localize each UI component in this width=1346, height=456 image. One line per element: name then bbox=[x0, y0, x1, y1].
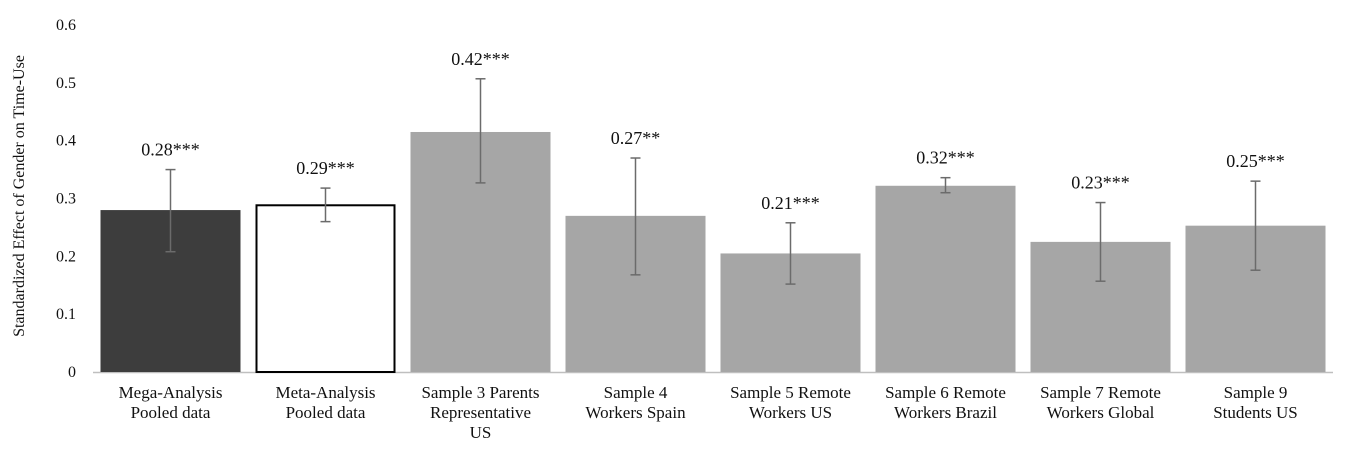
y-tick-label: 0 bbox=[68, 364, 76, 381]
error-bar bbox=[475, 78, 486, 184]
data-label: 0.28*** bbox=[141, 140, 200, 160]
x-tick-label: Workers Spain bbox=[585, 403, 686, 422]
error-bar bbox=[940, 176, 951, 194]
error-bar bbox=[785, 222, 796, 285]
x-tick-label: Mega-Analysis bbox=[119, 383, 223, 402]
data-label: 0.25*** bbox=[1226, 151, 1285, 171]
data-label: 0.21*** bbox=[761, 193, 820, 213]
bars bbox=[100, 78, 1326, 373]
x-tick-label: Meta-Analysis bbox=[275, 383, 375, 402]
x-tick-label: Sample 3 Parents bbox=[421, 383, 539, 402]
error-bar bbox=[630, 157, 641, 276]
x-tick-label: US bbox=[470, 423, 492, 442]
data-label: 0.32*** bbox=[916, 148, 975, 168]
x-tick-label: Sample 5 Remote bbox=[730, 383, 851, 402]
y-tick-label: 0.2 bbox=[56, 248, 76, 265]
bar bbox=[875, 185, 1016, 372]
x-tick-label: Sample 7 Remote bbox=[1040, 383, 1161, 402]
data-label: 0.27** bbox=[611, 128, 661, 148]
y-tick-label: 0.4 bbox=[56, 133, 76, 150]
y-axis-title: Standardized Effect of Gender on Time-Us… bbox=[11, 55, 28, 337]
y-tick-label: 0.5 bbox=[56, 75, 76, 92]
x-tick-label: Sample 9 bbox=[1224, 383, 1288, 402]
x-tick-label: Workers US bbox=[749, 403, 832, 422]
error-bar bbox=[1250, 180, 1261, 271]
data-label: 0.42*** bbox=[451, 49, 510, 69]
error-bar bbox=[1095, 201, 1106, 282]
error-bar bbox=[165, 168, 176, 253]
x-tick-label: Representative bbox=[430, 403, 531, 422]
x-tick-label: Students US bbox=[1213, 403, 1298, 422]
x-tick-label: Pooled data bbox=[286, 403, 366, 422]
y-tick-label: 0.3 bbox=[56, 191, 76, 208]
x-tick-label: Sample 6 Remote bbox=[885, 383, 1006, 402]
data-label: 0.29*** bbox=[296, 158, 355, 178]
data-label: 0.23*** bbox=[1071, 173, 1130, 193]
error-bar bbox=[320, 187, 331, 223]
x-tick-label: Workers Brazil bbox=[894, 403, 997, 422]
x-tick-label: Sample 4 bbox=[604, 383, 668, 402]
y-tick-label: 0.1 bbox=[56, 306, 76, 323]
x-tick-label: Workers Global bbox=[1047, 403, 1155, 422]
x-tick-label: Pooled data bbox=[131, 403, 211, 422]
y-tick-label: 0.6 bbox=[56, 17, 76, 34]
bar bbox=[255, 204, 396, 373]
